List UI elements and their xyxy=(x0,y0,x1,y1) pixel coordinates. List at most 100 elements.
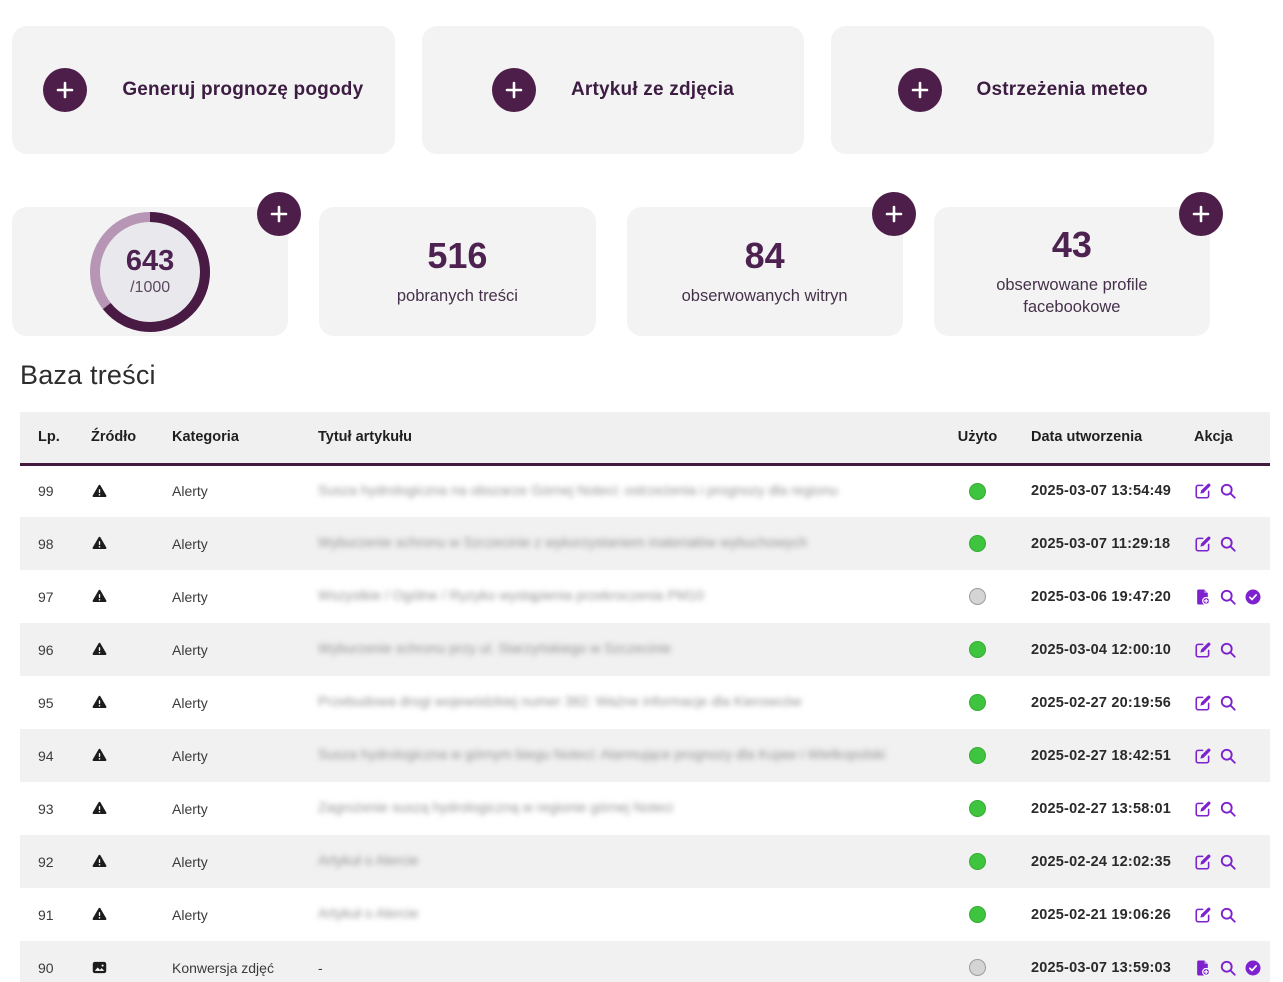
search-action-button[interactable] xyxy=(1219,482,1237,500)
stat-add-button[interactable] xyxy=(1179,192,1223,236)
row-created-date: 2025-03-06 19:47:20 xyxy=(1031,588,1172,605)
edit-icon xyxy=(1194,747,1212,765)
doc-add-action-button[interactable] xyxy=(1194,588,1212,606)
table-row: 95 Alerty Przebudowa drogi wojewódzkiej nu… xyxy=(20,676,1270,729)
edit-icon xyxy=(1194,641,1212,659)
stat-value: 516 xyxy=(427,235,488,277)
edit-icon xyxy=(1194,800,1212,818)
edit-icon xyxy=(1194,694,1212,712)
row-title: Susza hydrologiczna w górnym biegu Notec… xyxy=(318,746,886,762)
row-category: Alerty xyxy=(172,800,208,817)
action-cards-row: Generuj prognozę pogody Artykuł ze zdjęci… xyxy=(12,26,1215,154)
edit-action-button[interactable] xyxy=(1194,906,1212,924)
search-action-button[interactable] xyxy=(1219,800,1237,818)
search-icon xyxy=(1219,800,1237,818)
quota-total: /1000 xyxy=(130,278,171,296)
row-created-date: 2025-03-07 11:29:18 xyxy=(1031,535,1171,552)
row-category: Alerty xyxy=(172,535,208,552)
search-action-button[interactable] xyxy=(1219,747,1237,765)
check-icon xyxy=(1244,588,1262,606)
row-title: Wszystkie / Ogólne / Ryzyko wystąpienia … xyxy=(318,587,704,603)
row-category: Alerty xyxy=(172,747,208,764)
row-number: 95 xyxy=(38,694,54,711)
row-number: 97 xyxy=(38,588,54,605)
action-card-label: Generuj prognozę pogody xyxy=(122,79,364,100)
row-category: Alerty xyxy=(172,483,208,500)
edit-action-button[interactable] xyxy=(1194,747,1212,765)
search-icon xyxy=(1219,482,1237,500)
stat-add-button[interactable] xyxy=(871,192,916,236)
stat-label: obserwowane profile facebookowe xyxy=(996,275,1148,316)
search-icon xyxy=(1219,853,1237,871)
edit-action-button[interactable] xyxy=(1194,535,1212,553)
row-number: 94 xyxy=(38,747,54,764)
stat-value: 43 xyxy=(1051,223,1092,265)
action-card-0[interactable]: Generuj prognozę pogody xyxy=(12,26,395,154)
used-status-dot xyxy=(969,694,986,712)
row-category: Konwersja zdjęć xyxy=(172,959,274,976)
stat-value: 84 xyxy=(744,235,785,277)
check-action-button[interactable] xyxy=(1244,959,1262,977)
stats-row: 643 /1000 516 pobranych treści 84 obserwowa… xyxy=(12,192,1223,336)
search-action-button[interactable] xyxy=(1219,959,1237,977)
plus-icon xyxy=(269,204,289,224)
edit-action-button[interactable] xyxy=(1194,482,1212,500)
col-header-source: Źródło xyxy=(85,412,165,466)
table-header-row: Lp. Źródło Kategoria Tytuł artykułu Użyt… xyxy=(20,412,1270,466)
col-header-action: Akcja xyxy=(1180,412,1270,466)
row-title: Artykuł o Alercie xyxy=(318,905,419,921)
table-row: 91 Alerty Artykuł o Alercie 2025-02-21 19:0… xyxy=(20,888,1270,941)
row-title: Susza hydrologiczna na obszarze Górnej N… xyxy=(318,481,838,498)
row-created-date: 2025-02-27 13:58:01 xyxy=(1031,800,1172,817)
search-icon xyxy=(1219,694,1237,712)
row-created-date: 2025-02-27 20:19:56 xyxy=(1031,694,1172,711)
search-action-button[interactable] xyxy=(1219,588,1237,606)
stat-label: obserwowanych witryn xyxy=(681,286,848,305)
image-icon xyxy=(91,959,108,976)
quota-ring: 643 /1000 xyxy=(90,211,211,332)
row-category: Alerty xyxy=(172,588,208,605)
content-table: Lp. Źródło Kategoria Tytuł artykułu Użyt… xyxy=(20,412,1270,982)
table-row: 92 Alerty Artykuł o Alercie 2025-02-24 12:0… xyxy=(20,835,1270,888)
search-action-button[interactable] xyxy=(1219,641,1237,659)
col-header-category: Kategoria xyxy=(165,412,310,466)
used-status-dot xyxy=(969,906,986,924)
quota-add-button[interactable] xyxy=(257,192,302,236)
row-number: 92 xyxy=(38,853,54,870)
col-header-title: Tytuł artykułu xyxy=(310,412,945,466)
row-number: 99 xyxy=(38,483,54,500)
row-title: Zagrożenie suszą hydrologiczną w regioni… xyxy=(318,799,673,815)
quota-value: 643 xyxy=(125,244,175,277)
row-category: Alerty xyxy=(172,853,208,870)
action-card-2[interactable]: Ostrzeżenia meteo xyxy=(831,26,1215,154)
edit-icon xyxy=(1194,482,1212,500)
used-status-dot xyxy=(969,853,986,871)
used-status-dot xyxy=(969,535,986,553)
quota-card: 643 /1000 xyxy=(12,192,302,336)
edit-icon xyxy=(1194,853,1212,871)
search-action-button[interactable] xyxy=(1219,906,1237,924)
edit-action-button[interactable] xyxy=(1194,641,1212,659)
action-card-label: Artykuł ze zdjęcia xyxy=(570,79,735,100)
warning-icon xyxy=(91,641,108,658)
search-action-button[interactable] xyxy=(1219,853,1237,871)
row-title: Przebudowa drogi wojewódzkiej numer 382:… xyxy=(318,693,802,709)
row-title: Artykuł o Alercie xyxy=(318,852,419,868)
edit-action-button[interactable] xyxy=(1194,853,1212,871)
table-row: 93 Alerty Zagrożenie suszą hydrologiczną w… xyxy=(20,782,1270,835)
check-action-button[interactable] xyxy=(1244,588,1262,606)
edit-action-button[interactable] xyxy=(1194,800,1212,818)
doc-add-icon xyxy=(1194,959,1212,977)
stat-card-0: 516 pobranych treści xyxy=(319,207,596,336)
search-action-button[interactable] xyxy=(1219,535,1237,553)
doc-add-action-button[interactable] xyxy=(1194,959,1212,977)
used-status-dot xyxy=(969,641,986,659)
action-card-1[interactable]: Artykuł ze zdjęcia xyxy=(421,26,805,154)
search-action-button[interactable] xyxy=(1219,694,1237,712)
stat-card-1: 84 obserwowanych witryn xyxy=(626,192,916,336)
row-title: Wyburzenie schronu w Szczecinie z wykorz… xyxy=(318,534,808,550)
row-number: 98 xyxy=(38,535,54,552)
row-number: 93 xyxy=(38,800,54,817)
edit-action-button[interactable] xyxy=(1194,694,1212,712)
col-header-created: Data utworzenia xyxy=(1010,412,1180,466)
